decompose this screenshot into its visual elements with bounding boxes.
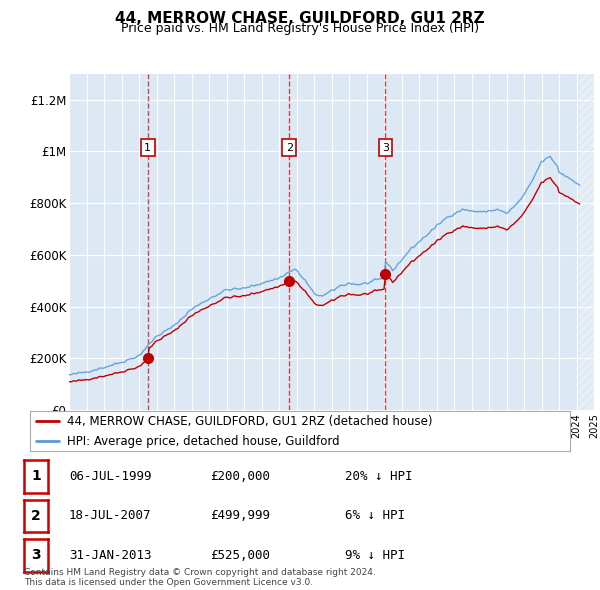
Text: £499,999: £499,999: [210, 509, 270, 523]
Text: 1: 1: [31, 470, 41, 483]
Text: This data is licensed under the Open Government Licence v3.0.: This data is licensed under the Open Gov…: [24, 578, 313, 587]
Text: 20% ↓ HPI: 20% ↓ HPI: [345, 470, 413, 483]
Bar: [580, 74, 594, 410]
Text: 2: 2: [286, 143, 293, 153]
Text: 1: 1: [144, 143, 151, 153]
Text: 18-JUL-2007: 18-JUL-2007: [69, 509, 151, 523]
Text: 06-JUL-1999: 06-JUL-1999: [69, 470, 151, 483]
Text: 44, MERROW CHASE, GUILDFORD, GU1 2RZ: 44, MERROW CHASE, GUILDFORD, GU1 2RZ: [115, 11, 485, 25]
Text: 6% ↓ HPI: 6% ↓ HPI: [345, 509, 405, 523]
Text: £525,000: £525,000: [210, 549, 270, 562]
Text: 3: 3: [382, 143, 389, 153]
Text: Price paid vs. HM Land Registry's House Price Index (HPI): Price paid vs. HM Land Registry's House …: [121, 22, 479, 35]
Text: Contains HM Land Registry data © Crown copyright and database right 2024.: Contains HM Land Registry data © Crown c…: [24, 568, 376, 577]
Text: 9% ↓ HPI: 9% ↓ HPI: [345, 549, 405, 562]
Text: 3: 3: [31, 549, 41, 562]
Text: HPI: Average price, detached house, Guildford: HPI: Average price, detached house, Guil…: [67, 435, 340, 448]
Text: 2: 2: [31, 509, 41, 523]
Text: 44, MERROW CHASE, GUILDFORD, GU1 2RZ (detached house): 44, MERROW CHASE, GUILDFORD, GU1 2RZ (de…: [67, 415, 432, 428]
Text: £200,000: £200,000: [210, 470, 270, 483]
Text: 31-JAN-2013: 31-JAN-2013: [69, 549, 151, 562]
